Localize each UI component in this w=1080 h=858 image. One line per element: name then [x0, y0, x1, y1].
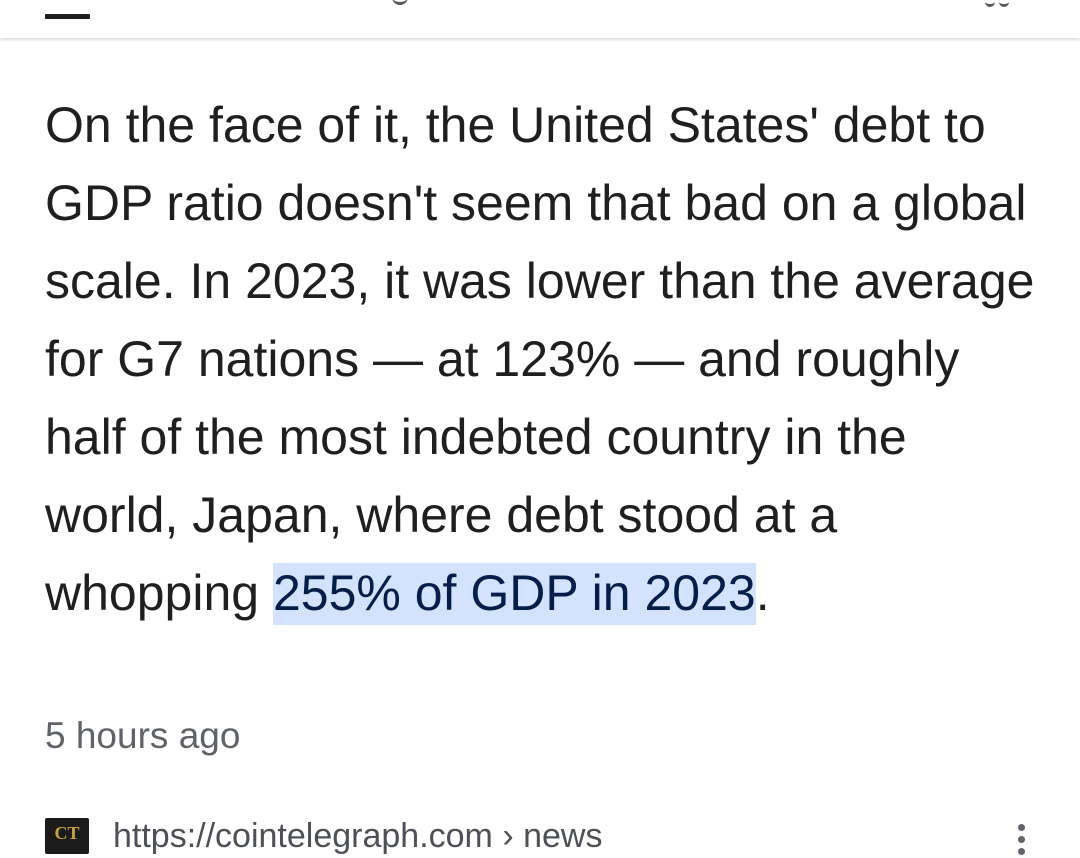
top-tab-bar	[0, 0, 1080, 38]
active-tab-indicator	[45, 14, 90, 19]
featured-snippet-text: On the face of it, the United States' de…	[45, 86, 1035, 632]
snippet-timestamp: 5 hours ago	[45, 715, 241, 756]
more-vert-icon[interactable]	[1011, 824, 1031, 855]
snippet-text-end: .	[755, 565, 770, 621]
snippet-highlight: 255% of GDP in 2023	[272, 563, 756, 625]
tab-label-fragment-right[interactable]	[985, 0, 1015, 7]
cointelegraph-logo-icon: CT	[45, 818, 89, 854]
source-url[interactable]: https://cointelegraph.com › news	[113, 817, 603, 855]
search-result-source[interactable]: CT https://cointelegraph.com › news	[45, 808, 1035, 855]
snippet-text: On the face of it, the United States' de…	[45, 97, 1035, 621]
tab-label-fragment[interactable]	[392, 0, 408, 5]
